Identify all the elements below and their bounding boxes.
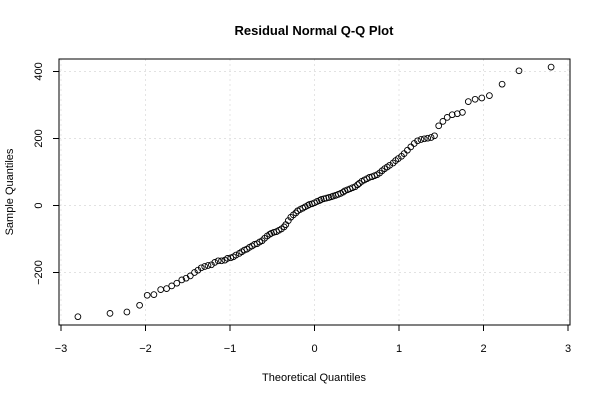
y-tick-label: −200 (33, 260, 45, 285)
x-tick-label: −3 (55, 343, 68, 355)
x-tick-label: 0 (311, 343, 317, 355)
y-axis-label: Sample Quantiles (4, 148, 16, 235)
data-point (173, 279, 181, 287)
data-point (143, 291, 151, 299)
data-point (439, 118, 447, 125)
x-tick-label: 1 (396, 343, 402, 355)
data-point (427, 134, 435, 141)
data-point (443, 114, 451, 121)
data-point (515, 67, 523, 75)
data-point (394, 155, 402, 162)
data-point (453, 110, 461, 118)
data-point (322, 194, 330, 202)
data-point (204, 262, 212, 269)
data-point (168, 282, 176, 290)
data-point (106, 310, 114, 317)
y-tick-label: 0 (33, 202, 45, 208)
y-axis: −200 0 200 400 (33, 62, 59, 285)
data-points (74, 63, 555, 321)
data-point (431, 132, 438, 140)
data-point (448, 111, 456, 119)
data-point (386, 161, 394, 169)
chart-title: Residual Normal Q-Q Plot (235, 23, 395, 38)
data-point (498, 80, 506, 88)
data-point (157, 286, 165, 293)
data-point (435, 122, 443, 130)
data-point (136, 301, 143, 309)
data-point (218, 257, 225, 265)
data-point (486, 92, 493, 99)
data-point (208, 261, 215, 269)
data-point (420, 135, 428, 143)
data-point (186, 272, 194, 280)
data-point (459, 109, 466, 116)
data-point (354, 181, 361, 189)
x-tick-label: −1 (224, 343, 237, 355)
data-point (194, 266, 202, 274)
data-point (478, 94, 486, 102)
data-point (232, 251, 240, 259)
y-tick-label: 400 (33, 62, 45, 80)
data-point (197, 264, 205, 272)
data-point (464, 98, 472, 105)
data-point (407, 143, 415, 151)
data-point (424, 134, 432, 142)
data-point (214, 257, 222, 265)
data-point (292, 209, 300, 217)
data-point (150, 291, 158, 298)
data-point (404, 146, 411, 154)
data-point (178, 276, 186, 284)
x-tick-label: 2 (480, 343, 486, 355)
data-point (163, 285, 170, 292)
data-point (224, 255, 231, 262)
x-axis: −3 −2 −1 0 1 2 3 (55, 325, 571, 355)
data-point (304, 202, 312, 209)
y-tick-label: 200 (33, 129, 45, 147)
data-point (266, 230, 274, 238)
data-point (191, 269, 198, 276)
x-tick-label: −2 (139, 343, 152, 355)
data-point (201, 263, 209, 270)
data-point (417, 136, 425, 143)
data-point (471, 95, 479, 103)
data-point (316, 197, 323, 204)
data-point (547, 63, 555, 71)
x-tick-label: 3 (565, 343, 571, 355)
data-point (211, 259, 219, 266)
x-axis-label: Theoretical Quantiles (262, 372, 366, 384)
data-point (123, 308, 131, 316)
data-point (74, 313, 82, 321)
data-point (414, 137, 421, 145)
grid (59, 59, 570, 325)
